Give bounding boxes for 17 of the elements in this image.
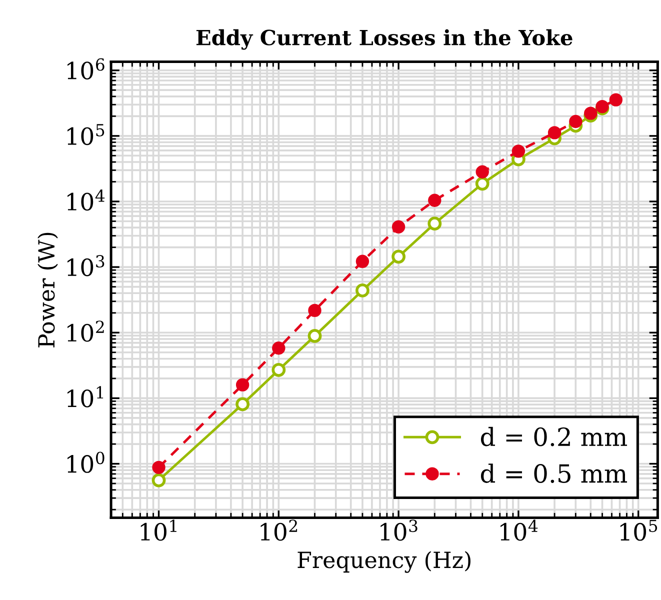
legend-label: d = 0.2 mm	[480, 426, 628, 446]
x-tick-label: 10$^{3}$	[380, 520, 418, 541]
y-tick-label: 10$^{2}$	[68, 320, 104, 342]
x-tick-label: 10$^{4}$	[500, 520, 538, 541]
y-tick-label: 10$^{3}$	[68, 255, 104, 276]
x-axis-title: Frequency (Hz)	[298, 551, 470, 573]
legend-label: d = 0.5 mm	[480, 464, 628, 483]
x-tick-label: 10$^{1}$	[140, 520, 176, 541]
y-axis-title: Power (W)	[38, 232, 58, 348]
y-tick-label: 10$^{6}$	[68, 58, 104, 80]
chart-title: Eddy Current Losses in the Yoke	[196, 29, 572, 50]
y-tick-label: 10$^{1}$	[68, 386, 104, 408]
y-tick-label: 10$^{4}$	[68, 189, 105, 211]
x-tick-label: 10$^{5}$	[620, 520, 658, 541]
y-tick-label: 10$^{0}$	[68, 452, 104, 473]
x-tick-label: 10$^{2}$	[260, 520, 298, 541]
y-tick-label: 10$^{5}$	[68, 124, 104, 146]
